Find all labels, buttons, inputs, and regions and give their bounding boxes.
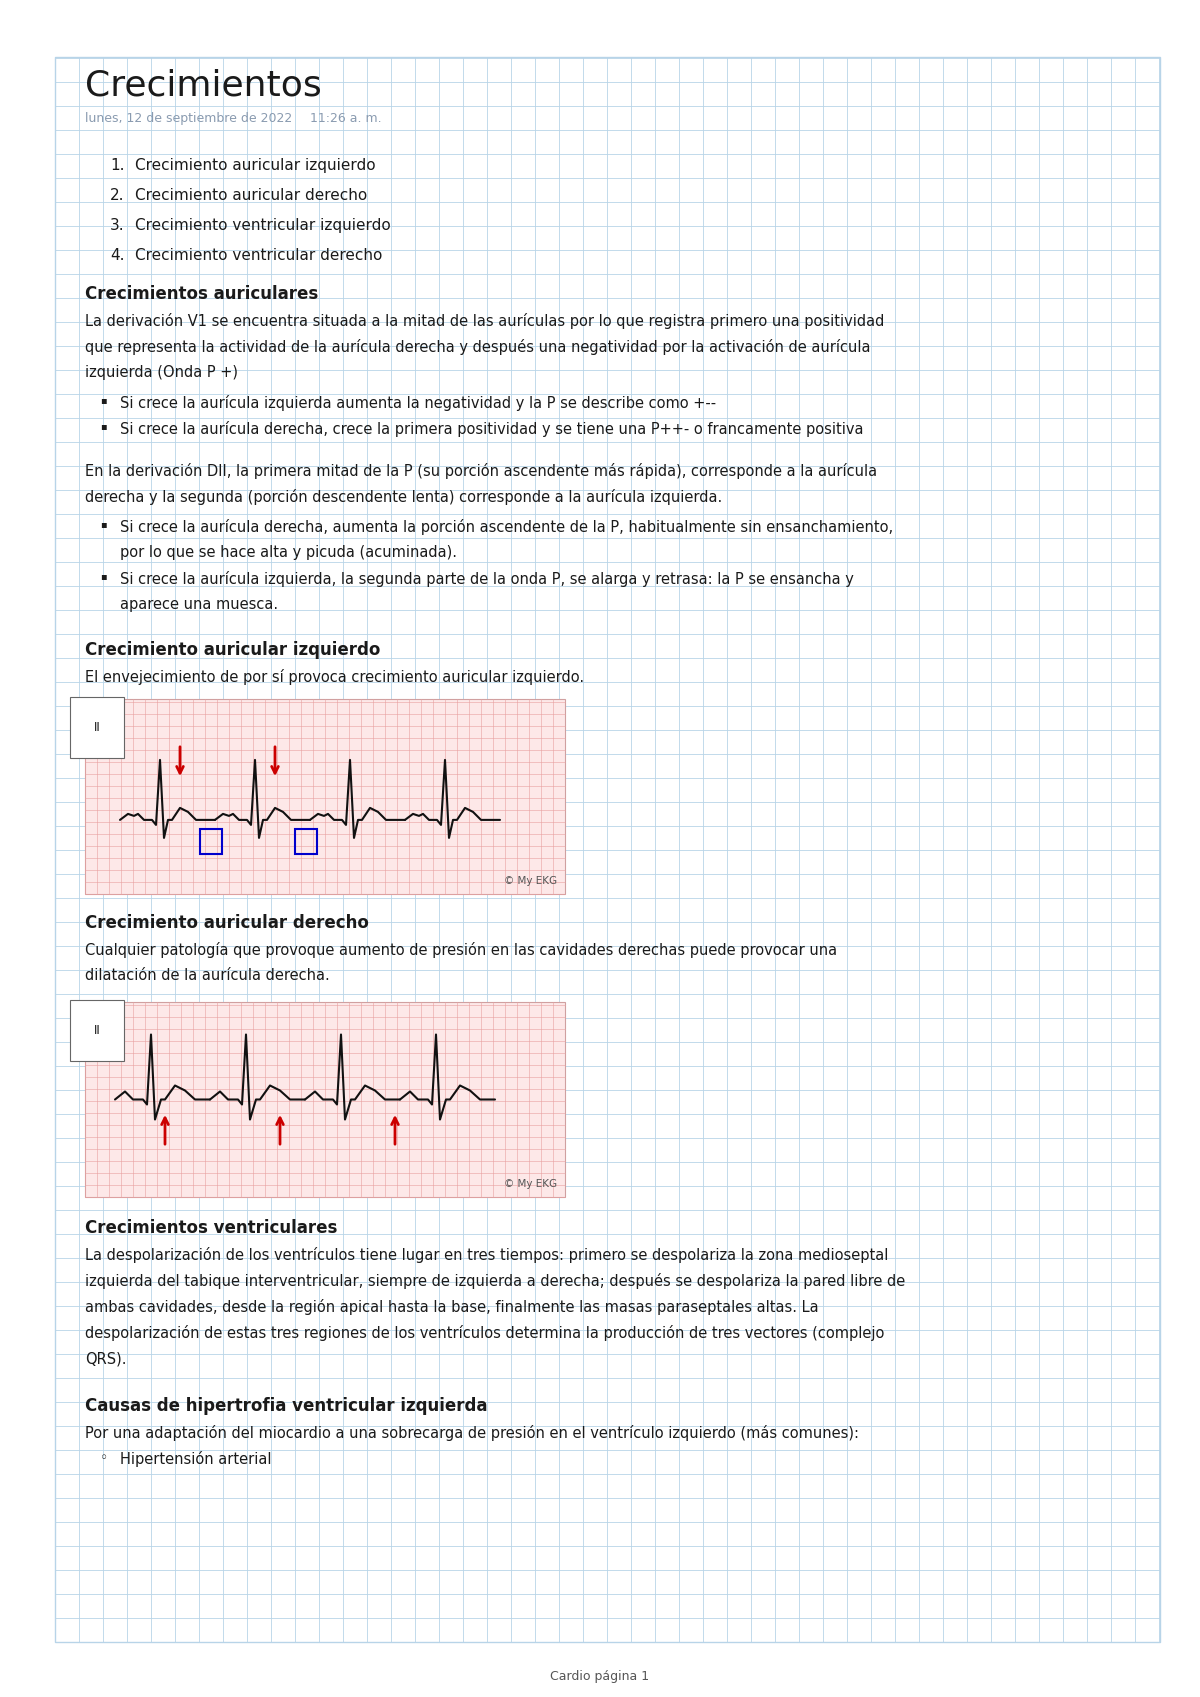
Text: El envejecimiento de por sí provoca crecimiento auricular izquierdo.: El envejecimiento de por sí provoca crec… xyxy=(85,669,584,686)
Text: La despolarización de los ventrículos tiene lugar en tres tiempos: primero se de: La despolarización de los ventrículos ti… xyxy=(85,1247,888,1263)
Text: QRS).: QRS). xyxy=(85,1351,126,1366)
Text: por lo que se hace alta y picuda (acuminada).: por lo que se hace alta y picuda (acumin… xyxy=(120,545,457,560)
Text: 3.: 3. xyxy=(110,217,125,232)
Text: Por una adaptación del miocardio a una sobrecarga de presión en el ventrículo iz: Por una adaptación del miocardio a una s… xyxy=(85,1425,859,1441)
Text: Crecimiento auricular izquierdo: Crecimiento auricular izquierdo xyxy=(85,641,380,658)
Text: © My EKG: © My EKG xyxy=(504,876,557,886)
Text: Si crece la aurícula izquierda aumenta la negatividad y la P se describe como +-: Si crece la aurícula izquierda aumenta l… xyxy=(120,395,716,411)
Text: Hipertensión arterial: Hipertensión arterial xyxy=(120,1451,271,1466)
Text: La derivación V1 se encuentra situada a la mitad de las aurículas por lo que reg: La derivación V1 se encuentra situada a … xyxy=(85,312,884,329)
Text: 4.: 4. xyxy=(110,248,125,263)
Text: ▪: ▪ xyxy=(100,570,107,580)
Text: II: II xyxy=(94,1023,101,1037)
Text: dilatación de la aurícula derecha.: dilatación de la aurícula derecha. xyxy=(85,967,330,983)
Text: En la derivación DII, la primera mitad de la P (su porción ascendente más rápida: En la derivación DII, la primera mitad d… xyxy=(85,463,877,479)
Bar xyxy=(200,830,222,854)
Text: Crecimiento auricular derecho: Crecimiento auricular derecho xyxy=(85,915,368,932)
Text: II: II xyxy=(94,721,101,735)
Text: derecha y la segunda (porción descendente lenta) corresponde a la aurícula izqui: derecha y la segunda (porción descendent… xyxy=(85,489,722,506)
Text: © My EKG: © My EKG xyxy=(504,1179,557,1190)
Text: ▪: ▪ xyxy=(100,519,107,529)
Text: 1.: 1. xyxy=(110,158,125,173)
Text: Crecimientos: Crecimientos xyxy=(85,68,322,102)
Text: Cardio página 1: Cardio página 1 xyxy=(551,1670,649,1683)
Text: que representa la actividad de la aurícula derecha y después una negatividad por: que representa la actividad de la aurícu… xyxy=(85,339,870,355)
Text: ◦: ◦ xyxy=(100,1451,108,1465)
Text: ▪: ▪ xyxy=(100,395,107,406)
Text: 11:26 a. m.: 11:26 a. m. xyxy=(310,112,382,126)
Bar xyxy=(85,699,565,894)
Text: despolarización de estas tres regiones de los ventrículos determina la producció: despolarización de estas tres regiones d… xyxy=(85,1325,884,1341)
Text: Causas de hipertrofia ventricular izquierda: Causas de hipertrofia ventricular izquie… xyxy=(85,1397,487,1415)
Text: Crecimiento ventricular derecho: Crecimiento ventricular derecho xyxy=(134,248,383,263)
Text: Crecimiento ventricular izquierdo: Crecimiento ventricular izquierdo xyxy=(134,217,391,232)
Text: ambas cavidades, desde la región apical hasta la base, finalmente las masas para: ambas cavidades, desde la región apical … xyxy=(85,1298,818,1315)
Text: Cualquier patología que provoque aumento de presión en las cavidades derechas pu: Cualquier patología que provoque aumento… xyxy=(85,942,838,959)
Text: Si crece la aurícula derecha, aumenta la porción ascendente de la P, habitualmen: Si crece la aurícula derecha, aumenta la… xyxy=(120,519,893,535)
Bar xyxy=(85,1001,565,1196)
Text: Si crece la aurícula derecha, crece la primera positividad y se tiene una P++- o: Si crece la aurícula derecha, crece la p… xyxy=(120,421,864,438)
Text: izquierda del tabique interventricular, siempre de izquierda a derecha; después : izquierda del tabique interventricular, … xyxy=(85,1273,905,1290)
Text: Crecimiento auricular izquierdo: Crecimiento auricular izquierdo xyxy=(134,158,376,173)
Text: izquierda (Onda P +): izquierda (Onda P +) xyxy=(85,365,238,380)
Text: aparece una muesca.: aparece una muesca. xyxy=(120,597,278,613)
Text: Crecimiento auricular derecho: Crecimiento auricular derecho xyxy=(134,188,367,204)
Text: lunes, 12 de septiembre de 2022: lunes, 12 de septiembre de 2022 xyxy=(85,112,293,126)
Text: Crecimientos auriculares: Crecimientos auriculares xyxy=(85,285,318,304)
Text: Crecimientos ventriculares: Crecimientos ventriculares xyxy=(85,1218,337,1237)
Text: 2.: 2. xyxy=(110,188,125,204)
Text: Si crece la aurícula izquierda, la segunda parte de la onda P, se alarga y retra: Si crece la aurícula izquierda, la segun… xyxy=(120,570,854,587)
Text: ▪: ▪ xyxy=(100,421,107,431)
Bar xyxy=(295,830,317,854)
